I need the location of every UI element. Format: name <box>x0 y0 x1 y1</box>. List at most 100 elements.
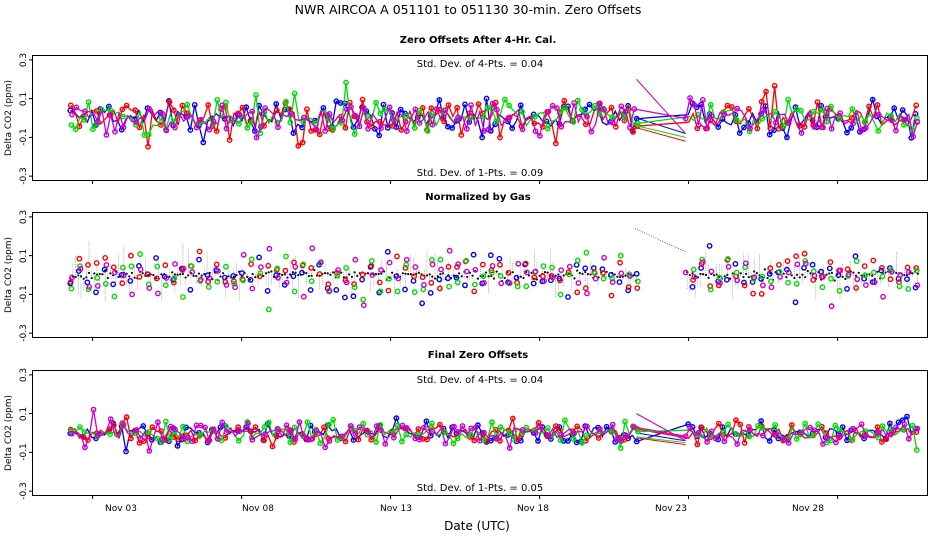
data-point-gas2 <box>308 264 315 271</box>
data-point-gas3 <box>248 256 255 263</box>
data-point-gas4 <box>622 108 629 115</box>
data-point-gas4 <box>588 128 595 135</box>
data-point-gas4 <box>772 119 779 126</box>
data-point-gas2 <box>479 261 486 268</box>
data-point-gas4 <box>73 104 80 111</box>
data-point-gas1 <box>376 132 383 139</box>
data-point-gas2 <box>85 437 91 443</box>
data-point-gas4 <box>189 269 196 275</box>
gap-connector <box>636 413 686 442</box>
data-point-gas4 <box>772 431 779 438</box>
data-point-gas4 <box>154 419 161 426</box>
data-point-gas4 <box>837 267 844 274</box>
data-point-gas2 <box>282 267 289 274</box>
data-point-gas1 <box>397 106 404 113</box>
data-point-gas2 <box>763 88 769 95</box>
data-point-gas2 <box>166 99 173 105</box>
x-axis: Nov 03 Nov 08 Nov 13 Nov 18 Nov 23 Nov 2… <box>105 504 824 514</box>
data-point-gas4 <box>412 106 419 113</box>
data-point-gas3 <box>879 273 886 280</box>
data-point-gas2 <box>222 434 229 441</box>
data-point-gas3 <box>102 280 109 287</box>
data-point-gas3 <box>377 110 384 117</box>
data-point-gas3 <box>214 97 221 103</box>
data-point-gas1 <box>449 125 456 131</box>
data-point-gas3 <box>360 420 367 427</box>
data-point-gas3 <box>574 257 581 264</box>
panel-2: Normalized by Gas Delta CO2 (ppm) 0.3 0.… <box>4 192 928 342</box>
data-point-gas4 <box>416 120 423 126</box>
data-point-gas4 <box>820 124 826 131</box>
data-point-gas4 <box>536 132 543 139</box>
data-point-gas2 <box>750 290 756 297</box>
data-point-gas1 <box>736 130 743 137</box>
data-point-gas4 <box>506 114 513 121</box>
data-point-gas3 <box>308 278 315 285</box>
data-point-gas4 <box>159 110 166 117</box>
data-point-gas4 <box>313 427 320 434</box>
data-point-gas4 <box>472 266 479 273</box>
data-point-gas1 <box>93 289 99 296</box>
data-point-gas2 <box>273 433 280 440</box>
data-point-gas4 <box>785 120 792 126</box>
data-point-gas4 <box>287 427 294 434</box>
data-point-gas2 <box>552 423 559 429</box>
data-point-gas4 <box>159 436 166 442</box>
data-point-gas4 <box>532 430 539 436</box>
data-point-gas2 <box>149 424 156 431</box>
gap-connector <box>636 432 686 442</box>
data-point-gas3 <box>780 123 787 130</box>
data-point-gas4 <box>858 127 865 134</box>
data-point-gas2 <box>355 436 362 443</box>
data-point-gas2 <box>445 263 452 270</box>
data-point-gas2 <box>321 424 327 431</box>
data-point-gas4 <box>691 102 698 108</box>
panel-2-y-tick-label: 0.3 <box>19 210 29 224</box>
data-point-gas4 <box>420 281 427 288</box>
data-point-gas2 <box>303 106 310 113</box>
data-point-gas3 <box>265 419 272 426</box>
series-line-gas4 <box>71 409 918 454</box>
data-point-gas2 <box>728 104 735 110</box>
data-point-gas1 <box>238 270 245 276</box>
data-point-gas4 <box>120 272 127 279</box>
data-point-gas4 <box>554 105 560 112</box>
data-point-gas4 <box>618 437 625 444</box>
data-point-gas4 <box>905 269 912 276</box>
data-point-gas4 <box>309 245 316 252</box>
data-point-gas2 <box>879 264 885 271</box>
data-point-gas3 <box>785 279 791 286</box>
data-point-gas1 <box>264 287 271 294</box>
data-point-gas1 <box>273 101 280 107</box>
x-tick-label: Nov 28 <box>792 504 824 514</box>
data-point-gas3 <box>162 418 169 425</box>
data-point-gas4 <box>618 270 625 277</box>
data-point-gas3 <box>570 436 577 442</box>
panel-2-y-label: Delta CO2 (ppm) <box>4 237 14 313</box>
data-point-gas4 <box>811 272 818 279</box>
data-point-gas4 <box>275 274 281 281</box>
data-point-gas4 <box>687 95 693 101</box>
data-point-gas1 <box>183 424 190 431</box>
data-point-gas4 <box>232 284 239 291</box>
data-point-gas3 <box>283 253 289 260</box>
data-point-gas4 <box>172 124 178 131</box>
data-point-gas1 <box>402 286 408 293</box>
data-point-gas4 <box>910 133 916 140</box>
data-point-gas4 <box>399 422 406 429</box>
data-point-gas2 <box>561 97 568 104</box>
data-point-gas4 <box>326 287 333 294</box>
data-point-gas3 <box>304 419 311 426</box>
data-point-gas4 <box>524 269 530 276</box>
data-point-gas2 <box>552 140 559 147</box>
data-point-gas4 <box>695 122 702 128</box>
gap-line <box>634 228 686 253</box>
data-point-gas4 <box>395 275 402 282</box>
data-point-gas2 <box>698 424 705 431</box>
data-point-gas1 <box>625 102 631 109</box>
data-point-gas2 <box>874 102 881 108</box>
data-point-gas1 <box>290 273 297 280</box>
data-point-gas3 <box>913 447 920 453</box>
data-point-gas3 <box>158 439 165 446</box>
data-point-gas3 <box>403 431 410 438</box>
